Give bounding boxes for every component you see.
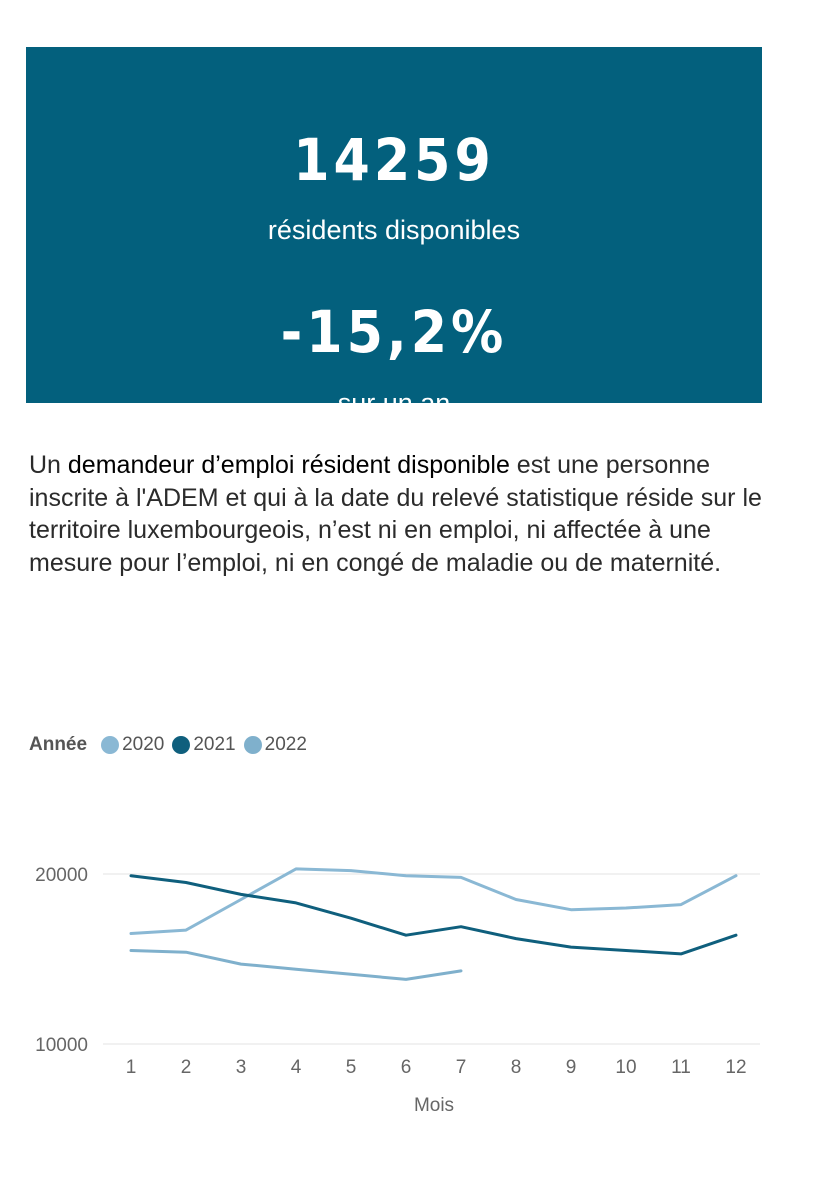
legend-dot-2021 <box>172 736 191 754</box>
definition-term: demandeur d’emploi résident disponible <box>67 451 510 479</box>
legend-dot-2022 <box>243 736 262 754</box>
x-tick-label-4: 4 <box>291 1057 302 1078</box>
legend-title: Année <box>29 734 88 755</box>
legend-label-2020: 2020 <box>122 734 165 755</box>
chart-legend: Année 2020 2021 2022 <box>29 732 315 758</box>
x-tick-label-1: 1 <box>126 1057 137 1078</box>
y-tick-label-20000: 20000 <box>35 865 88 886</box>
series-line-2020 <box>129 867 738 935</box>
kpi-card: 14259 résidents disponibles -15,2% sur u… <box>26 47 762 417</box>
y-tick-label-10000: 10000 <box>35 1035 88 1056</box>
legend-item-2020[interactable]: 2020 <box>101 734 164 756</box>
kpi-label-residents: résidents disponibles <box>267 215 521 245</box>
x-tick-label-9: 9 <box>566 1057 577 1078</box>
legend-item-2022[interactable]: 2022 <box>243 734 307 756</box>
legend-dot-2020 <box>101 736 120 754</box>
legend-label-2021: 2021 <box>193 734 236 755</box>
x-tick-label-3: 3 <box>236 1057 247 1078</box>
series-line-2022 <box>129 949 463 981</box>
x-tick-label-2: 2 <box>181 1057 192 1078</box>
kpi-value-change: -15,2% <box>280 298 508 366</box>
definition-pre: Un <box>29 451 68 479</box>
x-tick-label-6: 6 <box>401 1057 412 1078</box>
definition-text: Un demandeur d’emploi résident disponibl… <box>29 449 789 579</box>
x-tick-label-11: 11 <box>671 1057 691 1078</box>
x-tick-label-10: 10 <box>615 1057 636 1078</box>
series-line-2021 <box>129 874 738 956</box>
x-tick-label-12: 12 <box>725 1057 746 1078</box>
definition-body: est une personne inscrite à l'ADEM et qu… <box>29 451 762 577</box>
legend-label-2022: 2022 <box>264 734 307 755</box>
x-tick-label-7: 7 <box>456 1057 467 1078</box>
legend-item-2021[interactable]: 2021 <box>172 734 236 756</box>
x-axis-title: Mois <box>414 1095 454 1116</box>
x-tick-label-5: 5 <box>346 1057 357 1078</box>
x-tick-label-8: 8 <box>511 1057 522 1078</box>
kpi-label-change: sur un an <box>337 388 451 418</box>
kpi-value-residents: 14259 <box>293 126 495 194</box>
